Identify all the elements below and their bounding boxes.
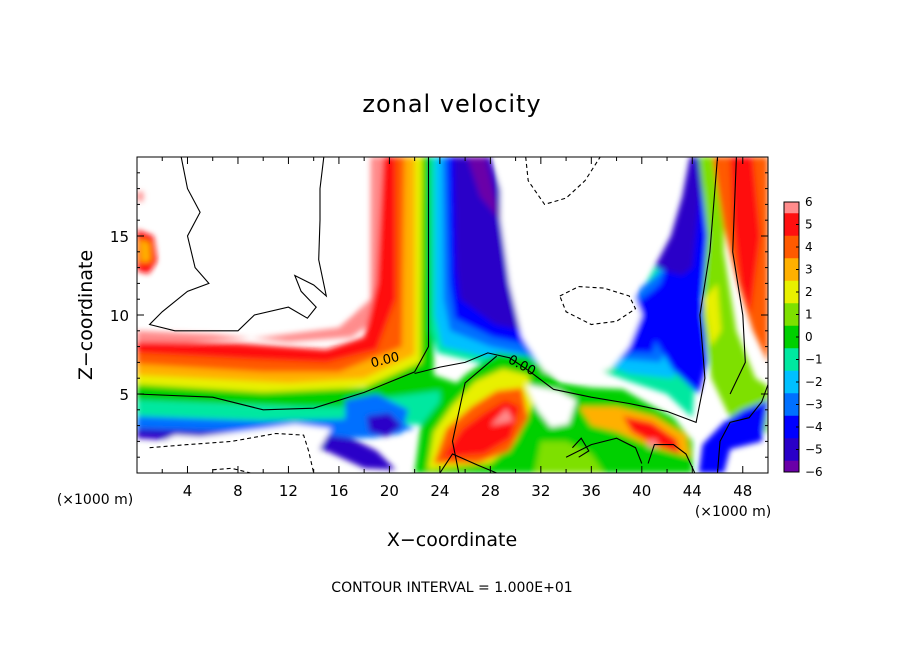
x-axis-ticks: 4 8 12 16 20 24 28 32 36 40 44 48: [161, 157, 752, 500]
y-tick-label: 5: [119, 386, 129, 404]
colorbar-segment: [784, 370, 799, 383]
colorbar-segment: [784, 427, 799, 439]
field-region: [162, 424, 332, 473]
contour-interval-note: CONTOUR INTERVAL = 1.000E+01: [331, 580, 572, 596]
colorbar-tick-label: 2: [805, 285, 813, 299]
x-unit-right: (×1000 m): [695, 504, 771, 520]
contour-line: [137, 157, 430, 411]
field-region: [654, 157, 705, 276]
y-axis-label: Z−coordinate: [75, 250, 97, 380]
colorbar-tick-label: −4: [805, 420, 823, 434]
colorbar-segment: [784, 415, 799, 428]
field-region: [730, 157, 761, 315]
colorbar-tick-label: 6: [805, 195, 813, 209]
colorbar-segment: [784, 382, 799, 394]
colorbar-segment: [784, 247, 799, 259]
x-tick-label: 28: [481, 482, 500, 500]
chart-title: zonal velocity: [362, 90, 541, 118]
colorbar-segment: [784, 224, 799, 237]
field-region: [442, 400, 520, 458]
colorbar-segment: [784, 303, 799, 315]
colorbar-tick-label: −5: [805, 443, 823, 457]
x-tick-label: 44: [683, 482, 702, 500]
colorbar-tick-label: 1: [805, 308, 813, 322]
contour-line: [451, 355, 498, 473]
x-unit-left: (×1000 m): [57, 492, 133, 508]
colorbar-segment: [784, 449, 799, 462]
field-region: [703, 283, 722, 347]
contour-line: [647, 444, 696, 473]
colorbar-tick-label: −1: [805, 353, 823, 367]
field-region: [137, 191, 144, 202]
field-region: [698, 400, 768, 473]
contour-line: [525, 157, 601, 206]
x-tick-label: 16: [329, 482, 348, 500]
colorbar-segment: [784, 460, 799, 473]
colorbar-tick-label: 0: [805, 330, 813, 344]
colorbar-tick-label: −6: [805, 465, 823, 479]
x-tick-label: 8: [233, 482, 243, 500]
colorbar-segment: [784, 314, 799, 327]
contour-line: [414, 157, 719, 424]
field-region: [534, 441, 604, 473]
colorbar-segment: [784, 213, 799, 225]
field-region: [137, 157, 428, 383]
colorbar-segment: [784, 393, 799, 405]
colorbar-tick-label: −3: [805, 398, 823, 412]
field-region: [453, 157, 637, 339]
x-tick-label: 40: [632, 482, 651, 500]
colorbar-tick-label: 5: [805, 218, 813, 232]
field-region: [698, 157, 768, 434]
colorbar-tick-label: −2: [805, 375, 823, 389]
colorbar-segment: [784, 258, 799, 270]
field-region: [500, 157, 655, 379]
field-region: [467, 157, 501, 221]
colorbar-segment: [784, 359, 799, 372]
contour-line: [559, 286, 637, 326]
colorbar-segment: [784, 235, 799, 248]
contour-line: [716, 384, 768, 473]
colorbar-segment: [784, 280, 799, 293]
colorbar-segment: [784, 325, 799, 338]
field-region: [525, 384, 577, 428]
x-tick-label: 36: [582, 482, 601, 500]
colorbar-segment: [784, 337, 799, 349]
colorbar-tick-label: 3: [805, 263, 813, 277]
x-axis-label: X−coordinate: [387, 529, 517, 551]
y-tick-label: 10: [110, 307, 129, 325]
colorbar-segment: [784, 202, 799, 214]
x-tick-label: 20: [380, 482, 399, 500]
field-region: [139, 239, 151, 263]
colorbar-segment: [784, 438, 799, 450]
contour-line: [149, 432, 315, 473]
contour-line: [148, 157, 328, 332]
colorbar: 6 5 4 3 2 1 0 −1 −2 −3 −4 −5 −6: [783, 195, 823, 479]
y-tick-label: 15: [110, 228, 129, 246]
y-axis-ticks: 5 10 15: [110, 172, 768, 458]
field-region: [648, 439, 657, 448]
colorbar-segment: [784, 404, 799, 417]
x-tick-label: 24: [430, 482, 449, 500]
colorbar-segment: [784, 269, 799, 282]
field-region: [137, 157, 428, 396]
contour-line: [729, 157, 746, 395]
field-region: [366, 413, 402, 437]
x-tick-label: 48: [733, 482, 752, 500]
contour-line: [571, 437, 590, 458]
field-region: [490, 408, 514, 426]
contour-line: [439, 453, 497, 473]
colorbar-segment: [784, 292, 799, 304]
contour-line: [565, 437, 643, 464]
x-tick-label: 32: [531, 482, 550, 500]
x-tick-label: 12: [279, 482, 298, 500]
contour-label: 0.00: [369, 350, 401, 372]
colorbar-tick-label: 4: [805, 240, 813, 254]
x-tick-label: 4: [183, 482, 193, 500]
colorbar-segment: [784, 348, 799, 360]
heatmap-field: [137, 157, 768, 473]
